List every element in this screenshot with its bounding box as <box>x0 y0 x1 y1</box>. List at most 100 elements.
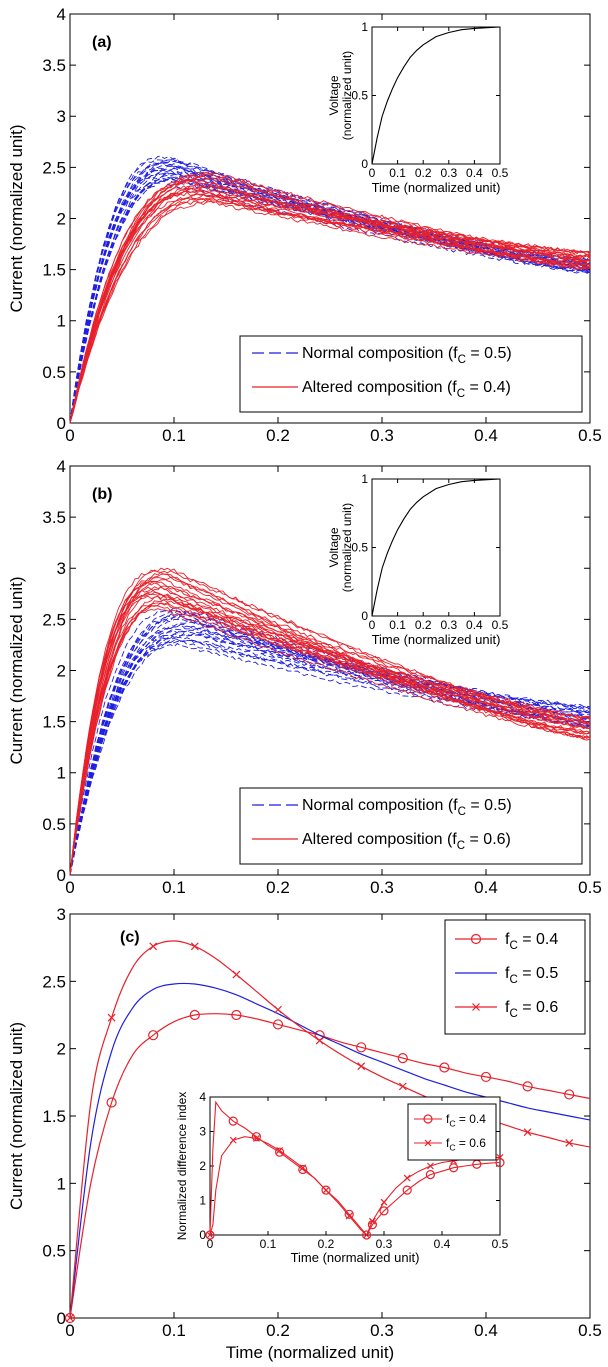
panel-b-inset-axes-frame <box>371 478 501 617</box>
panel-c-x-tick-label: 0.4 <box>474 1321 498 1340</box>
panel-b-x-tick-label: 0.2 <box>266 878 290 897</box>
panel-b-legend-entry: Normal composition (fC = 0.5) <box>302 797 512 818</box>
panel-c-label: (c) <box>120 929 140 946</box>
panel-c-y-tick-label: 0.5 <box>42 1242 66 1261</box>
panel-c-inset-series-2-point <box>229 1136 237 1144</box>
panel-b-inset-y-axis-label: Voltage(normalized unit) <box>327 503 354 592</box>
panel-c-series-1-point <box>564 1089 575 1100</box>
panel-c-series-1-point <box>106 1097 117 1108</box>
panel-b-x-tick-label: 0.5 <box>578 878 602 897</box>
panel-b-series-1-line <box>69 638 591 876</box>
panel-b-x-tick-label: 0 <box>65 878 74 897</box>
panel-a-x-tick-label: 0 <box>65 426 74 445</box>
panel-b-legend-box <box>239 787 583 865</box>
panel-c-legend-marker <box>470 933 482 945</box>
panel-b-x-tick-label: 0.1 <box>162 878 186 897</box>
panel-c-inset-y-tick-label: 1 <box>199 1194 206 1208</box>
panel-c-inset-y-tick-label: 0 <box>199 1228 206 1242</box>
panel-b-inset-x-tick-label: 0.2 <box>415 618 432 632</box>
panel-c-series-1-point <box>272 1019 284 1030</box>
panel-c-series-1-point <box>522 1081 533 1092</box>
panel-b-series-2-line <box>69 582 591 876</box>
panel-c-series-1-point <box>397 1052 408 1064</box>
panel-c-inset-series-2-point <box>368 1217 376 1225</box>
panel-b-series-2-line <box>69 602 591 876</box>
panel-b-inset-x-tick-label: 0.4 <box>466 618 483 632</box>
panel-a-y-tick-label: 4 <box>57 5 66 24</box>
panel-c-legend-entry: fC = 0.6 <box>505 999 558 1020</box>
panel-a-x-tick-label: 0.2 <box>266 426 290 445</box>
panel-c-inset-y-tick-label: 2 <box>199 1159 206 1173</box>
panel-b-series-2-line <box>69 598 591 876</box>
panel-a-y-tick-label: 2.5 <box>42 158 66 177</box>
panel-a-inset-y-tick-label: 0 <box>361 157 368 171</box>
panel-b-x-tick-label: 0.3 <box>370 878 394 897</box>
panel-a-series-2-line <box>69 194 591 424</box>
panel-a-series-1-line <box>69 157 591 424</box>
panel-a-y-tick-label: 0 <box>57 414 66 433</box>
panel-c-series-3-point <box>232 970 241 979</box>
panel-c-legend-entry: fC = 0.4 <box>505 931 558 952</box>
panel-a-series-2-line <box>69 185 591 424</box>
panel-a-inset-voltage-line <box>371 26 501 165</box>
panel-b-series-2-line <box>69 602 591 876</box>
panel-b-inset-x-tick-label: 0.1 <box>389 618 406 632</box>
panel-b-inset-y-tick-label: 0.5 <box>351 541 368 555</box>
panel-a-y-tick-label: 2 <box>57 209 66 228</box>
panel-c-inset-legend-marker <box>424 1139 432 1147</box>
panel-c-x-tick-label: 0.5 <box>578 1321 602 1340</box>
panel-c-inset-x-tick-label: 0.2 <box>318 1237 335 1251</box>
panel-b-y-tick-label: 2 <box>57 661 66 680</box>
panel-a-y-axis-label: Current (normalized unit) <box>7 124 26 312</box>
panel-b-series-1-line <box>69 623 591 876</box>
panel-c-inset-series-2-point <box>322 1186 330 1194</box>
panel-c-inset-x-tick-label: 0 <box>207 1237 214 1251</box>
panel-b-y-tick-label: 1 <box>57 764 66 783</box>
panel-c-inset-series-1-point <box>495 1157 505 1168</box>
panel-c-x-axis-label: Time (normalized unit) <box>226 1343 394 1362</box>
panel-a-x-tick-label: 0.4 <box>474 426 498 445</box>
panel-c-inset-series-2-point <box>206 1231 214 1239</box>
panel-c-legend-marker <box>472 1003 480 1011</box>
panel-c-series-3-point <box>149 942 158 951</box>
panel-c-inset-series-1-point <box>425 1170 435 1180</box>
panel-c-series-3-point <box>357 1062 366 1071</box>
panel-c-inset-y-tick-label: 3 <box>199 1125 206 1139</box>
panel-c-series-3-point <box>190 942 199 951</box>
panel-b-x-tick-label: 0.4 <box>474 878 498 897</box>
panel-c-series-1-point <box>231 1009 242 1021</box>
panel-a-inset-x-tick-label: 0.2 <box>415 166 432 180</box>
panel-b: 0 0.1 0.2 0.3 0.4 0.5 0 0.5 1 1.5 2 2.5 3 3.5 4 Current… <box>7 457 602 897</box>
panel-a: 0 0.1 0.2 0.3 0.4 0.5 0 0.5 1 1.5 2 2.5 3 3.5 4 Current… <box>7 5 602 445</box>
panel-b-y-tick-label: 3 <box>57 559 66 578</box>
panel-c-inset-series-2-point <box>426 1162 434 1170</box>
panel-b-y-tick-label: 0 <box>57 866 66 885</box>
panel-b-series-1-line <box>69 621 591 876</box>
panel-c-inset-legend-entry: fC = 0.6 <box>446 1136 486 1153</box>
panel-c-series-3-point <box>315 1036 324 1045</box>
panel-a-legend-entry: Altered composition (fC = 0.4) <box>302 379 511 400</box>
panel-a-series-2-line <box>69 178 591 424</box>
panel-a-x-tick-label: 0.1 <box>162 426 186 445</box>
panel-a-series-1-line <box>69 176 591 424</box>
panel-c-inset-x-axis-label: Time (normalized unit) <box>291 1250 420 1265</box>
panel-c-series-1-point <box>356 1042 367 1053</box>
panel-c-inset-series-2-point <box>299 1164 307 1172</box>
panel-c-series-1-point <box>148 1030 159 1041</box>
panel-c-inset-series-2-point <box>345 1212 353 1220</box>
panel-b-inset-x-tick-label: 0.5 <box>492 618 509 632</box>
panel-b-inset-y-tick-label: 1 <box>361 472 368 486</box>
panel-a-inset-axes-frame <box>371 26 501 165</box>
panel-b-label: (b) <box>92 486 112 503</box>
panel-b-inset-x-tick-label: 0 <box>369 618 376 632</box>
panel-a-legend-box <box>239 335 583 413</box>
panel-c-inset-series-1-point <box>205 1230 215 1240</box>
panel-c-x-tick-label: 0.2 <box>266 1321 290 1340</box>
panel-c-inset-legend-marker <box>423 1114 433 1124</box>
panel-a-inset-y-tick-label: 1 <box>361 20 368 34</box>
panel-b-y-tick-label: 1.5 <box>42 713 66 732</box>
panel-c-series-1-point <box>480 1071 492 1083</box>
panel-a-series-2-line <box>69 197 591 424</box>
panel-a-series-1-line <box>69 167 590 424</box>
